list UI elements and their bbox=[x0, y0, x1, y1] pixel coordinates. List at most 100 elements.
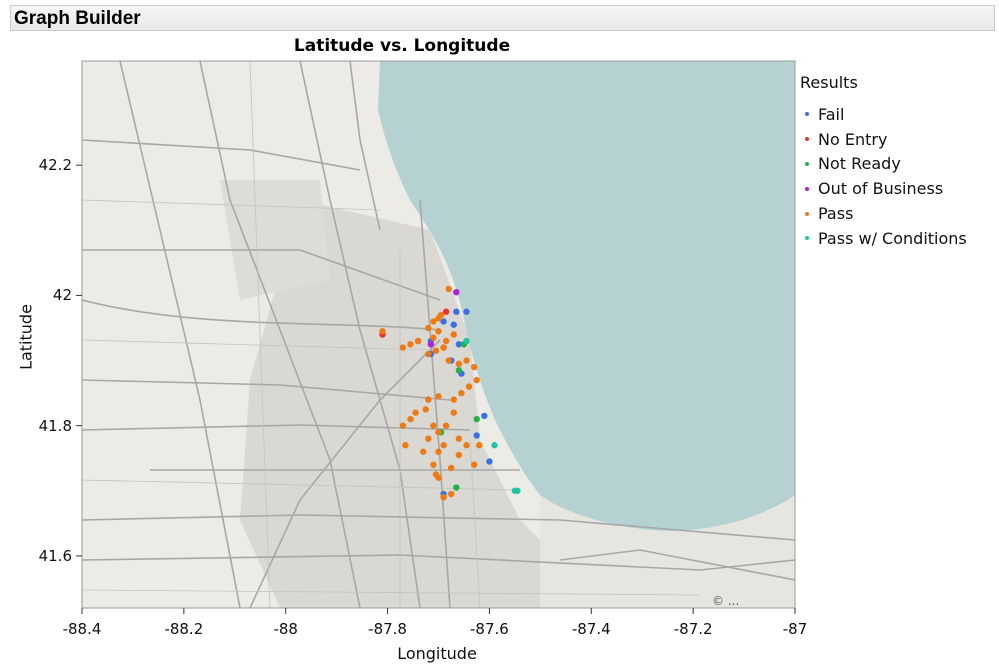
legend: Fail No Entry Not Ready Out of Business Pass… bbox=[805, 102, 967, 251]
legend-label: Not Ready bbox=[818, 154, 901, 174]
legend-item[interactable]: Pass bbox=[805, 201, 967, 226]
data-point[interactable] bbox=[425, 324, 432, 332]
data-point[interactable] bbox=[430, 461, 437, 468]
data-point[interactable] bbox=[442, 308, 450, 315]
data-point[interactable] bbox=[422, 406, 429, 413]
data-point[interactable] bbox=[455, 367, 463, 374]
x-tick-label: -87 bbox=[782, 620, 808, 638]
x-tick-label: -87.8 bbox=[368, 620, 407, 638]
lake-michigan bbox=[378, 61, 795, 531]
minor-roads bbox=[82, 61, 701, 608]
data-point[interactable] bbox=[432, 347, 440, 354]
y-tick-label: 41.8 bbox=[38, 416, 72, 435]
data-point[interactable] bbox=[450, 396, 457, 403]
window-title: Graph Builder bbox=[14, 8, 141, 29]
data-point[interactable] bbox=[425, 396, 432, 403]
data-point[interactable] bbox=[435, 428, 442, 436]
data-point[interactable] bbox=[448, 464, 455, 472]
legend-label: Pass bbox=[818, 204, 854, 224]
data-point[interactable] bbox=[476, 442, 483, 449]
data-point[interactable] bbox=[463, 308, 470, 315]
data-point[interactable] bbox=[407, 341, 414, 348]
x-tick-label: -88.4 bbox=[62, 620, 102, 638]
data-point[interactable] bbox=[442, 422, 450, 429]
data-point[interactable] bbox=[463, 337, 470, 345]
data-point[interactable] bbox=[425, 350, 432, 358]
data-point[interactable] bbox=[470, 363, 478, 371]
data-point[interactable] bbox=[440, 318, 447, 325]
data-point[interactable] bbox=[399, 344, 407, 351]
legend-marker bbox=[805, 186, 809, 191]
data-point[interactable] bbox=[435, 393, 442, 400]
map-background bbox=[82, 61, 795, 608]
plot-frame bbox=[81, 60, 796, 609]
data-point[interactable] bbox=[453, 288, 460, 296]
data-point[interactable] bbox=[450, 321, 457, 328]
data-point[interactable] bbox=[435, 328, 442, 335]
data-point[interactable] bbox=[445, 285, 452, 293]
chart-title: Latitude vs. Longitude bbox=[293, 36, 511, 56]
legend-label: Fail bbox=[818, 104, 845, 124]
legend-item[interactable]: Fail bbox=[805, 102, 967, 127]
data-point[interactable] bbox=[453, 308, 460, 315]
data-point[interactable] bbox=[463, 357, 470, 364]
legend-item[interactable]: Pass w/ Conditions bbox=[805, 226, 967, 251]
data-point[interactable] bbox=[435, 448, 442, 455]
data-point[interactable] bbox=[442, 337, 450, 345]
data-point[interactable] bbox=[440, 442, 447, 449]
data-point[interactable] bbox=[379, 328, 386, 335]
data-point[interactable] bbox=[414, 337, 422, 345]
legend-item[interactable]: Not Ready bbox=[805, 152, 967, 177]
data-point[interactable] bbox=[448, 490, 455, 498]
y-tick-label: 42 bbox=[52, 286, 72, 305]
data-point[interactable] bbox=[440, 344, 447, 351]
data-point[interactable] bbox=[430, 318, 437, 325]
data-points bbox=[379, 285, 521, 501]
data-point[interactable] bbox=[481, 412, 488, 420]
data-point[interactable] bbox=[445, 357, 452, 364]
data-point[interactable] bbox=[440, 494, 447, 501]
data-point[interactable] bbox=[453, 484, 460, 491]
data-point[interactable] bbox=[473, 376, 480, 384]
urban-area bbox=[220, 180, 330, 300]
data-point[interactable] bbox=[455, 360, 463, 368]
data-point[interactable] bbox=[435, 474, 442, 481]
data-point[interactable] bbox=[435, 315, 442, 322]
legend-label: Pass w/ Conditions bbox=[818, 228, 967, 248]
data-point[interactable] bbox=[473, 432, 480, 439]
x-tick-label: -87.6 bbox=[470, 620, 509, 638]
map-attribution[interactable]: © ... bbox=[712, 594, 740, 608]
data-point[interactable] bbox=[399, 422, 407, 429]
data-point[interactable] bbox=[450, 331, 457, 338]
data-point[interactable] bbox=[455, 341, 463, 348]
graph-builder-header: Graph Builder bbox=[10, 5, 995, 31]
data-point[interactable] bbox=[465, 383, 473, 390]
data-point[interactable] bbox=[427, 341, 435, 348]
x-axis-label: Longitude bbox=[397, 644, 477, 663]
data-point[interactable] bbox=[458, 389, 465, 397]
legend-item[interactable]: Out of Business bbox=[805, 176, 967, 201]
data-point[interactable] bbox=[430, 334, 437, 341]
data-point[interactable] bbox=[473, 415, 480, 423]
data-point[interactable] bbox=[425, 435, 432, 442]
data-point[interactable] bbox=[412, 409, 419, 416]
legend-marker bbox=[805, 236, 809, 241]
y-tick-label: 41.6 bbox=[38, 546, 72, 565]
data-point[interactable] bbox=[470, 461, 478, 468]
data-point[interactable] bbox=[402, 442, 409, 449]
data-point[interactable] bbox=[455, 435, 463, 442]
data-point[interactable] bbox=[407, 415, 414, 423]
y-tick-label: 42.2 bbox=[38, 156, 72, 175]
data-point[interactable] bbox=[491, 442, 498, 449]
x-tick-label: -88.2 bbox=[164, 620, 204, 638]
data-point[interactable] bbox=[450, 409, 457, 416]
data-point[interactable] bbox=[430, 422, 437, 429]
legend-item[interactable]: No Entry bbox=[805, 127, 967, 152]
data-point[interactable] bbox=[455, 451, 463, 459]
data-point[interactable] bbox=[514, 487, 521, 494]
data-point[interactable] bbox=[486, 458, 493, 465]
data-point[interactable] bbox=[420, 448, 427, 455]
y-axis-label: Latitude bbox=[16, 304, 36, 370]
data-point[interactable] bbox=[463, 442, 470, 449]
